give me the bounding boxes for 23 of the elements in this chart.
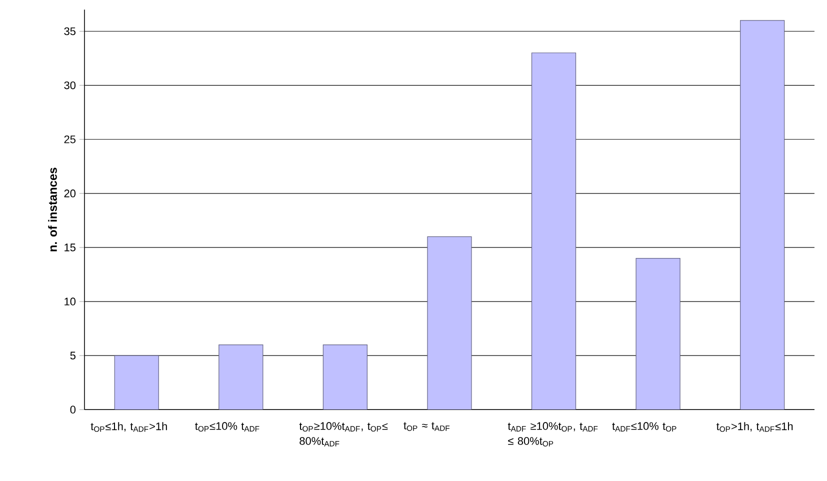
y-tick-label: 15	[64, 244, 76, 252]
x-tick-label: t$_{OP}$≤10% t$_{ADF}$	[195, 422, 260, 432]
y-tick-label: 30	[64, 81, 76, 90]
y-tick-label: 10	[64, 298, 76, 306]
y-tick-label: 5	[70, 352, 76, 360]
category-label: t$_{ADF}$ ≥10%t$_{OP}$, t$_{ADF}$ ≤ 80%t$_{OP}$	[508, 422, 598, 446]
bar	[114, 355, 159, 410]
bar	[636, 258, 680, 410]
bar	[427, 236, 472, 410]
bar	[218, 344, 264, 410]
y-tick-label: 0	[70, 406, 76, 414]
y-axis-title: n. of instances	[48, 168, 57, 252]
x-tick-label: t$_{OP}$≤1h, t$_{ADF}$>1h	[90, 422, 167, 432]
y-tick-label: 25	[64, 135, 76, 144]
x-tick-label: t$_{OP}$ ≈ t$_{ADF}$	[404, 422, 450, 431]
y-tick-label: 35	[64, 27, 76, 36]
y-tick-label: 20	[64, 190, 76, 198]
x-tick-label: t$_{ADF}$≤10% t$_{OP}$	[612, 422, 676, 432]
bar	[322, 344, 368, 410]
bar	[531, 52, 576, 410]
bar	[740, 20, 785, 410]
category-label: t$_{OP}$≥10%t$_{ADF}$, t$_{OP}$≤ 80%t$_{ADF}$	[299, 422, 388, 446]
x-tick-label: t$_{OP}$>1h, t$_{ADF}$≤1h	[716, 422, 793, 432]
